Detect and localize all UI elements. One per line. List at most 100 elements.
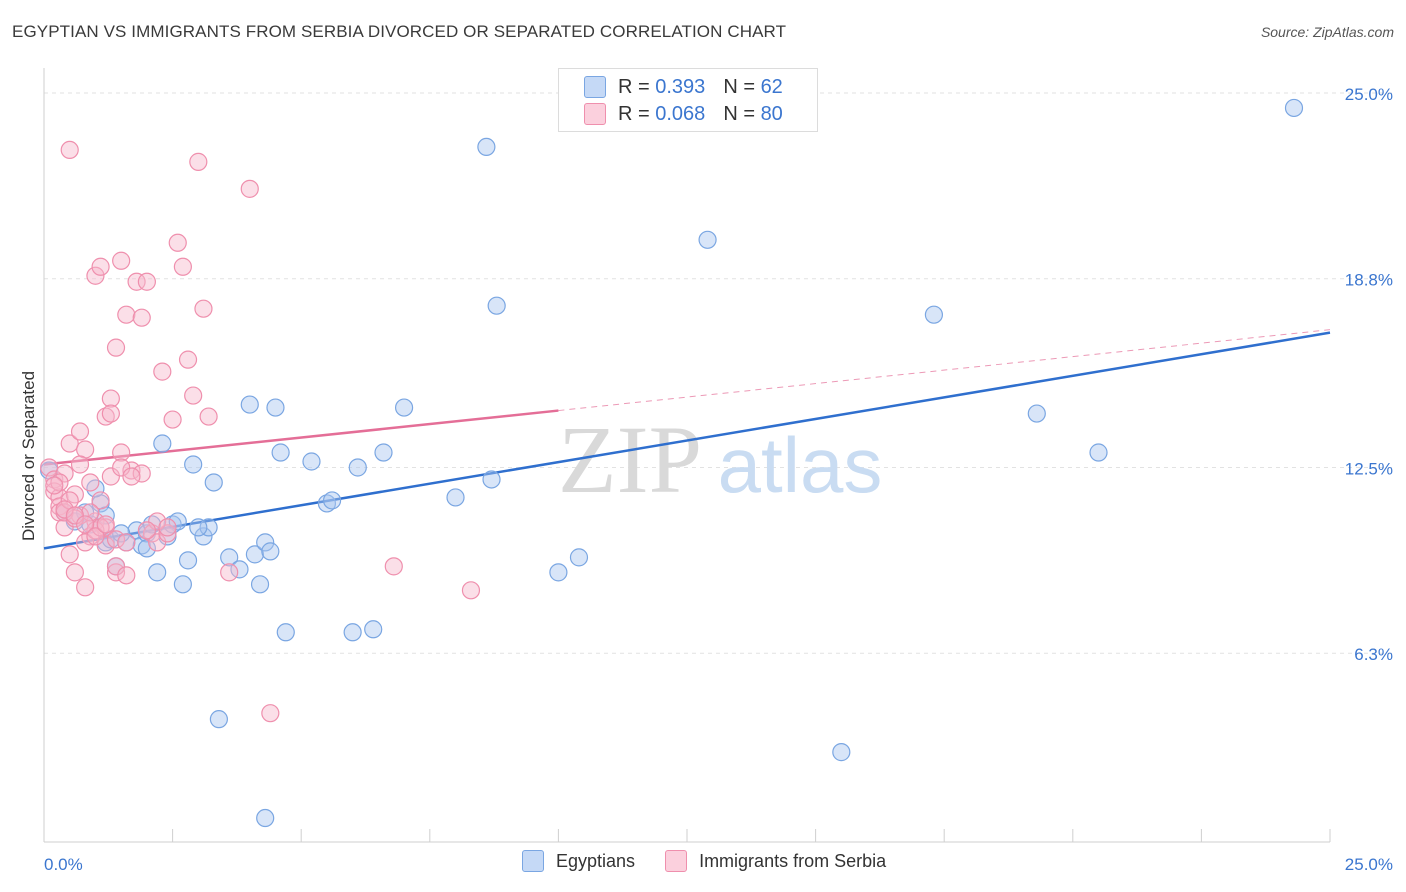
serbia-point <box>142 524 162 543</box>
y-tick-label: 12.5% <box>1345 459 1393 478</box>
serbia-point <box>220 563 239 582</box>
egyptians-point <box>394 398 414 417</box>
serbia-point <box>81 503 100 522</box>
serbia-point <box>101 404 120 423</box>
egyptians-point <box>184 455 203 474</box>
series-legend: Egyptians Immigrants from Serbia <box>522 850 916 872</box>
watermark: ZIP atlas <box>558 406 882 513</box>
legend-r-value: 0.393 <box>655 75 706 98</box>
serbia-point <box>91 257 110 276</box>
serbia-point <box>55 500 74 519</box>
egyptians-point <box>86 479 105 498</box>
egyptians-point <box>1027 404 1046 423</box>
serbia-point <box>194 299 213 318</box>
serbia-point <box>112 251 131 270</box>
serbia-point <box>50 473 69 492</box>
watermark-atlas: atlas <box>718 421 883 509</box>
serbia-point <box>112 458 131 477</box>
egyptians-point <box>487 296 506 315</box>
legend-swatch-egyptians <box>522 850 544 872</box>
serbia-point <box>173 257 192 276</box>
serbia-point <box>60 545 79 564</box>
serbia-point <box>65 563 84 582</box>
y-axis-label: Divorced or Separated <box>19 371 38 541</box>
serbia-point <box>96 515 115 534</box>
legend-row-serbia: R = 0.068 N = 80 <box>584 101 783 127</box>
serbia-point <box>158 518 177 537</box>
y-tick-label: 25.0% <box>1345 85 1393 104</box>
serbia-point <box>70 422 90 441</box>
serbia-point <box>86 527 105 546</box>
serbia-point <box>70 506 90 525</box>
serbia-point <box>65 485 84 504</box>
y-tick-label: 18.8% <box>1345 271 1393 290</box>
data-points <box>40 98 1304 828</box>
egyptians-point <box>230 560 249 579</box>
serbia-point <box>158 524 177 543</box>
serbia-point <box>112 443 131 462</box>
serbia-point <box>178 350 198 369</box>
serbia-point <box>55 464 74 483</box>
serbia-point <box>91 491 110 510</box>
serbia-point <box>101 389 120 408</box>
egyptians-point <box>482 470 501 489</box>
legend-row-egyptians: R = 0.393 N = 62 <box>584 74 783 100</box>
serbia-point <box>132 308 151 327</box>
series-legend-serbia[interactable]: Immigrants from Serbia <box>665 850 886 872</box>
egyptians-point <box>168 512 187 531</box>
egyptians-point <box>250 575 270 594</box>
serbia-point <box>168 233 187 252</box>
serbia-point <box>163 410 182 429</box>
egyptians-point <box>364 620 383 639</box>
serbia-point <box>117 566 136 585</box>
egyptians-point <box>199 518 218 537</box>
serbia-point <box>50 497 69 516</box>
legend-n-value: 80 <box>760 102 783 125</box>
egyptians-point <box>317 494 337 513</box>
egyptians-point <box>153 434 172 453</box>
egyptians-point <box>256 808 275 828</box>
egyptians-point <box>240 395 259 414</box>
egyptians-point <box>204 473 223 492</box>
serbia-point <box>240 179 259 198</box>
serbia-point <box>184 386 203 405</box>
serbia-point <box>76 515 95 534</box>
serbia-point <box>106 338 126 357</box>
egyptians-point <box>266 398 285 417</box>
serbia-point <box>86 266 105 285</box>
egyptians-point <box>477 137 496 157</box>
serbia-point <box>137 521 156 540</box>
egyptians-point <box>276 623 295 642</box>
serbia-point <box>91 518 110 537</box>
serbia-point <box>384 557 403 576</box>
serbia-point <box>127 272 146 291</box>
serbia-point <box>189 152 208 171</box>
legend: R = 0.393 N = 62 R = 0.068 N = 80 <box>558 68 818 132</box>
serbia-point <box>106 563 126 582</box>
watermark-zip: ZIP <box>558 406 702 513</box>
legend-swatch-serbia <box>665 850 688 872</box>
serbia-point <box>117 305 136 324</box>
legend-swatch-serbia <box>584 103 606 125</box>
legend-r-label: R = <box>618 75 650 98</box>
serbia-point <box>60 140 79 160</box>
egyptians-point <box>1284 98 1304 118</box>
egyptians-point <box>245 545 265 564</box>
serbia-point <box>117 533 136 552</box>
serbia-point <box>40 458 59 477</box>
grid-lines <box>44 92 1392 654</box>
egyptians-point <box>569 548 589 567</box>
serbia-point <box>261 704 280 723</box>
serbia-point <box>461 581 481 600</box>
egyptians-point <box>832 743 851 762</box>
serbia-point <box>81 473 100 492</box>
egyptians-point <box>148 563 167 582</box>
egyptians-point <box>348 458 367 477</box>
egyptians-point <box>446 488 465 507</box>
serbia-point <box>55 518 74 537</box>
x-tick-label: 0.0% <box>44 855 83 874</box>
serbia-point <box>45 476 64 495</box>
axes <box>43 68 1331 843</box>
series-legend-egyptians[interactable]: Egyptians <box>522 850 635 872</box>
